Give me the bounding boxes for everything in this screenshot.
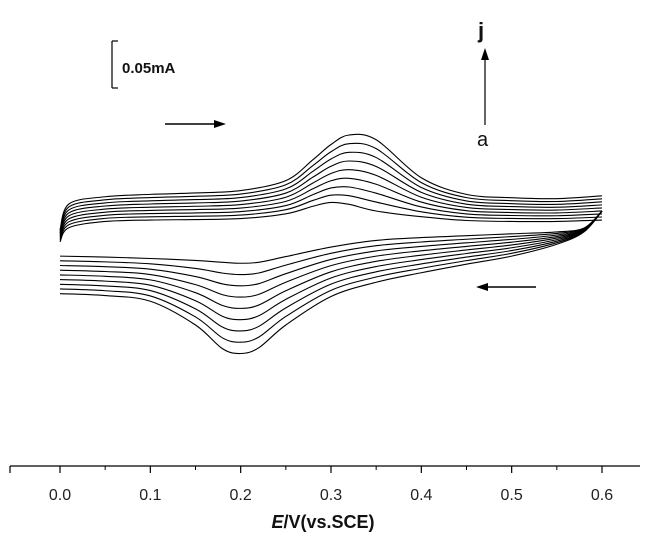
cv-curve-1-forward	[59, 201, 603, 243]
current-axis-label: j	[477, 18, 484, 43]
cv-curve-2-reverse	[59, 210, 603, 276]
x-tick-label: 0.0	[49, 487, 71, 504]
cv-curve-7-forward	[59, 151, 603, 234]
cv-curve-4-forward	[59, 177, 603, 238]
scale-bar-label: 0.05mA	[122, 60, 176, 77]
forward-sweep-arrow	[165, 120, 226, 128]
x-tick-label: 0.6	[591, 487, 613, 504]
x-tick-label: 0.5	[501, 487, 523, 504]
x-axis-title-italic: E	[271, 512, 284, 532]
cv-curve-7-reverse	[59, 210, 603, 332]
x-tick-label: 0.1	[139, 487, 161, 504]
x-tick-label: 0.4	[410, 487, 432, 504]
cv-curve-3-forward	[59, 186, 603, 240]
cv-curve-9-forward	[59, 133, 603, 231]
cv-curve-5-forward	[59, 169, 603, 237]
x-axis-title: E/V(vs.SCE)	[271, 512, 374, 532]
cv-curve-2-forward	[59, 194, 603, 241]
cv-curve-1-reverse	[59, 210, 603, 264]
cv-curves	[59, 133, 603, 355]
x-axis: 0.0 0.1 0.2 0.3 0.4 0.5 0.6	[9, 465, 640, 504]
x-tick-label: 0.3	[320, 487, 342, 504]
series-start-label: a	[477, 129, 489, 151]
reverse-sweep-arrow	[476, 283, 536, 291]
scale-bar	[111, 40, 118, 89]
cv-curve-6-reverse	[59, 210, 603, 321]
cv-curve-5-reverse	[59, 210, 603, 309]
x-axis-title-rest: /V(vs.SCE)	[283, 512, 374, 532]
cv-curve-9-reverse	[59, 210, 603, 355]
cv-curve-4-reverse	[59, 210, 603, 298]
current-growth-arrow	[481, 48, 489, 125]
x-tick-label: 0.2	[230, 487, 252, 504]
cv-curve-8-forward	[59, 142, 603, 232]
cv-curve-8-reverse	[59, 210, 603, 343]
cv-curve-6-forward	[59, 160, 603, 235]
cv-curve-3-reverse	[59, 210, 603, 287]
